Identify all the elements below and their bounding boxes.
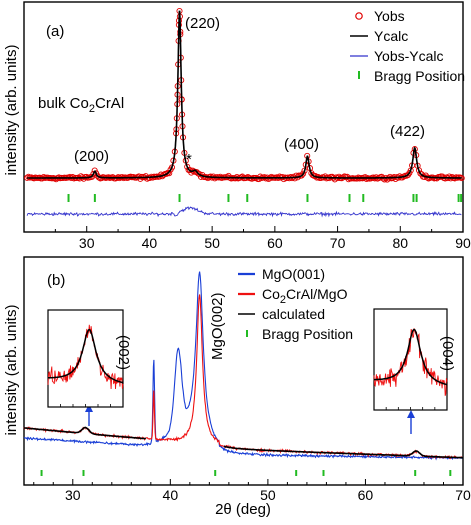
panel-b-xtick-label: 50 [260, 487, 276, 503]
panel-b-x-ticks: 30 40 50 60 70 [33, 479, 471, 503]
panel-a-legend: Yobs Ycalc Yobs-Ycalc Bragg Position [350, 8, 465, 84]
inset-004-label: (004) [439, 336, 456, 371]
panel-a-bragg-ticks [67, 194, 463, 202]
panel-b-bragg-ticks [40, 470, 452, 476]
yobs-point [300, 170, 307, 177]
peak-label-220: (220) [185, 15, 220, 32]
panel-b-ylabel: intensity (arb. units) [3, 305, 20, 436]
legend-bragg-label: Bragg Position [374, 68, 465, 84]
panel-a-difference-curve [26, 206, 462, 218]
yobs-ycalc-line [26, 206, 462, 218]
mgo-001-line [23, 271, 463, 461]
yobs-point [163, 170, 170, 177]
yobs-point [211, 175, 218, 182]
yobs-point [257, 173, 264, 180]
legend-mgo-label: MgO(001) [262, 266, 325, 282]
panel-b-mgo-curve [23, 271, 463, 461]
yobs-point [40, 173, 47, 181]
panel-b-xtick-label: 30 [65, 487, 81, 503]
panel-b-label: (b) [47, 272, 65, 289]
panel-a-xtick-label: 70 [330, 235, 346, 251]
ycalc-line [27, 10, 462, 179]
peak-label-200: (200) [74, 148, 109, 165]
panel-b-xtick-label: 60 [358, 487, 374, 503]
panel-a-xtick-label: 50 [204, 235, 220, 251]
panel-a-xtick-label: 30 [79, 235, 95, 251]
legend-film-label: Co2CrAl/MgO [262, 286, 348, 306]
calculated-line [23, 426, 146, 440]
yobs-point [66, 173, 73, 180]
panel-a-calculated-curve [27, 10, 462, 179]
annotation-mgo002: MgO(002) [209, 292, 226, 360]
panel-b-xlabel: 2θ (deg) [215, 501, 271, 518]
peak-label-422: (422) [390, 123, 425, 140]
calculated-line [223, 445, 463, 459]
panel-a-sample-label: bulk Co2CrAl [38, 95, 124, 115]
yobs-point [446, 173, 453, 180]
panel-b-xtick-label: 70 [455, 487, 471, 503]
inset-004: (004) [373, 308, 456, 411]
inset-002-fit-line [48, 328, 124, 384]
legend-yobs-label: Yobs [374, 8, 405, 24]
legend-bragg-b-label: Bragg Position [262, 326, 353, 342]
yobs-point [298, 172, 305, 179]
panel-b: 30 40 50 60 70 (b) MgO(002) intensity (arb. … [3, 256, 471, 518]
peak-label-star: * [186, 151, 192, 168]
arrow-004 [407, 410, 415, 434]
peak-label-400: (400) [284, 136, 319, 153]
panel-b-calculated-curve [23, 426, 463, 459]
panel-a-ylabel: intensity (arb. units) [3, 45, 20, 176]
legend-ycalc-label: Ycalc [374, 28, 408, 44]
panel-a-xtick-label: 80 [392, 235, 408, 251]
arrow-002 [85, 404, 93, 426]
panel-a-xtick-label: 40 [142, 235, 158, 251]
panel-b-frame [23, 256, 464, 486]
panel-a-label: (a) [46, 23, 64, 40]
yobs-point [411, 146, 418, 153]
yobs-point [392, 175, 399, 183]
legend-diff-label: Yobs-Ycalc [374, 48, 444, 64]
legend-calculated-label: calculated [262, 306, 325, 322]
yobs-point [381, 176, 388, 183]
panel-b-xtick-label: 40 [163, 487, 179, 503]
inset-004-data-line [373, 327, 448, 396]
legend-yobs-marker [355, 12, 363, 20]
panel-a-x-ticks: 30 40 50 60 70 80 90 [54, 226, 471, 251]
panel-a-xtick-label: 60 [267, 235, 283, 251]
inset-002-label: (002) [115, 335, 132, 370]
panel-b-legend: MgO(001) Co2CrAl/MgO calculated Bragg Po… [238, 266, 353, 342]
panel-a: 30 40 50 60 70 80 90 (a) bulk Co2CrAl (200) (2… [3, 1, 471, 251]
inset-004-fit-line [374, 328, 448, 386]
panel-a-xtick-label: 90 [455, 235, 471, 251]
inset-002: (002) [47, 309, 132, 408]
